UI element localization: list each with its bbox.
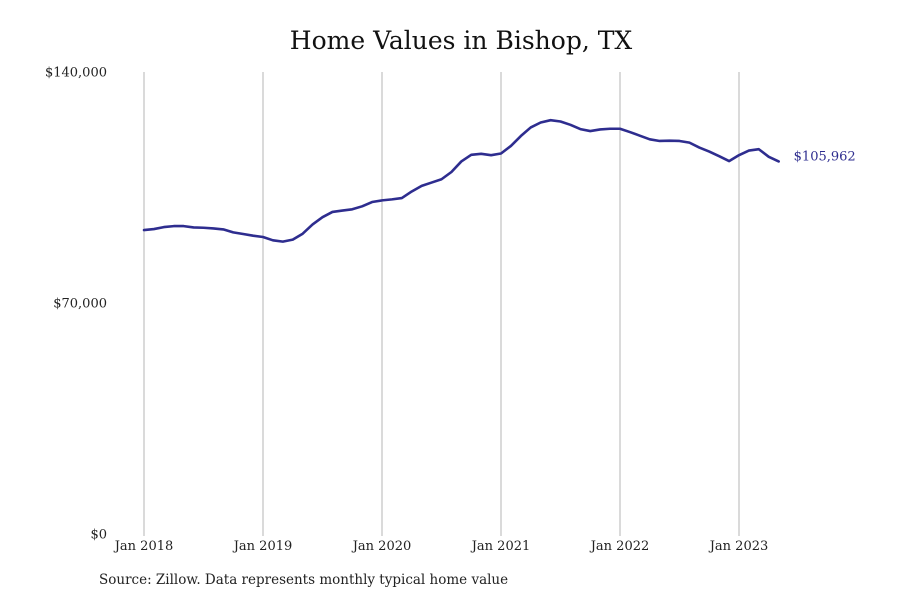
y-tick-label: $70,000 — [53, 297, 107, 312]
x-tick-label: Jan 2019 — [232, 539, 293, 554]
source-note: Source: Zillow. Data represents monthly … — [99, 572, 509, 588]
x-tick-label: Jan 2018 — [113, 539, 174, 554]
x-tick-label: Jan 2020 — [351, 539, 412, 554]
x-tick-label: Jan 2021 — [470, 539, 531, 554]
chart-title: Home Values in Bishop, TX — [289, 26, 633, 55]
end-value-label: $105,962 — [794, 149, 856, 164]
x-axis: Jan 2018 Jan 2019 Jan 2020 Jan 2021 Jan 2022… — [113, 539, 769, 554]
y-axis: $0 $70,000 $140,000 — [45, 66, 107, 543]
x-tick-label: Jan 2022 — [589, 539, 650, 554]
series-line — [142, 118, 780, 243]
y-tick-label: $140,000 — [45, 66, 107, 81]
gridlines — [143, 72, 740, 536]
y-tick-label: $0 — [90, 528, 107, 543]
x-tick-label: Jan 2023 — [708, 539, 769, 554]
series-layer — [142, 118, 780, 243]
end-label-layer: $105,962 — [794, 149, 856, 164]
